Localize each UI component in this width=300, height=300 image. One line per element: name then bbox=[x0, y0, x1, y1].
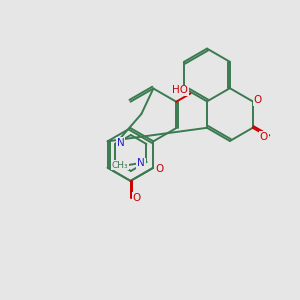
Text: HO: HO bbox=[172, 85, 188, 95]
Text: CH₃: CH₃ bbox=[112, 160, 128, 169]
Text: O: O bbox=[155, 164, 164, 174]
Text: O: O bbox=[260, 132, 268, 142]
Text: N: N bbox=[137, 158, 145, 169]
Text: O: O bbox=[254, 95, 262, 105]
Text: N: N bbox=[117, 137, 124, 148]
Text: O: O bbox=[132, 193, 141, 203]
